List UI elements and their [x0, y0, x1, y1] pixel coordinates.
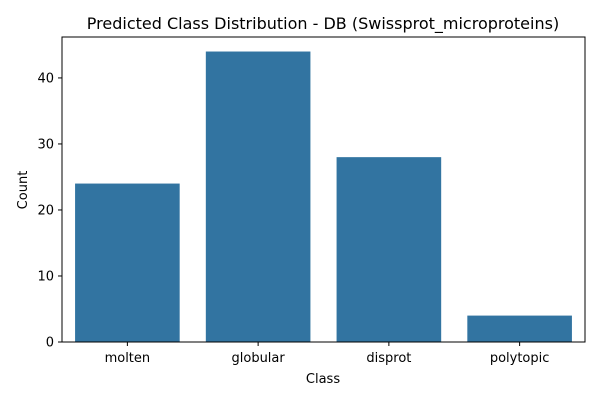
bar-disprot	[336, 157, 442, 342]
y-axis-ticks: 0 10 20 30 40	[37, 71, 62, 351]
bar-polytopic	[467, 315, 572, 342]
x-tick-label: molten	[105, 351, 151, 366]
x-axis-label: Class	[306, 372, 340, 387]
chart-title: Predicted Class Distribution - DB (Swiss…	[87, 14, 559, 34]
x-axis-ticks: molten globular disprot polytopic	[105, 342, 550, 366]
bar-molten	[75, 183, 180, 342]
x-tick-label: polytopic	[490, 351, 550, 366]
y-tick-label: 10	[37, 269, 54, 284]
x-tick-label: globular	[232, 351, 286, 366]
bars-group	[75, 51, 572, 343]
y-tick-label: 20	[37, 203, 54, 218]
y-tick-label: 30	[37, 137, 54, 152]
axes-frame	[61, 36, 586, 343]
x-tick-label: disprot	[366, 351, 411, 366]
y-tick-label: 40	[37, 71, 54, 86]
y-tick-label: 0	[46, 336, 54, 351]
y-axis-label: Count	[16, 171, 31, 210]
plot-area: 0 10 20 30 40 molten globular disprot polytopic	[37, 36, 586, 366]
bar-globular	[205, 51, 311, 343]
